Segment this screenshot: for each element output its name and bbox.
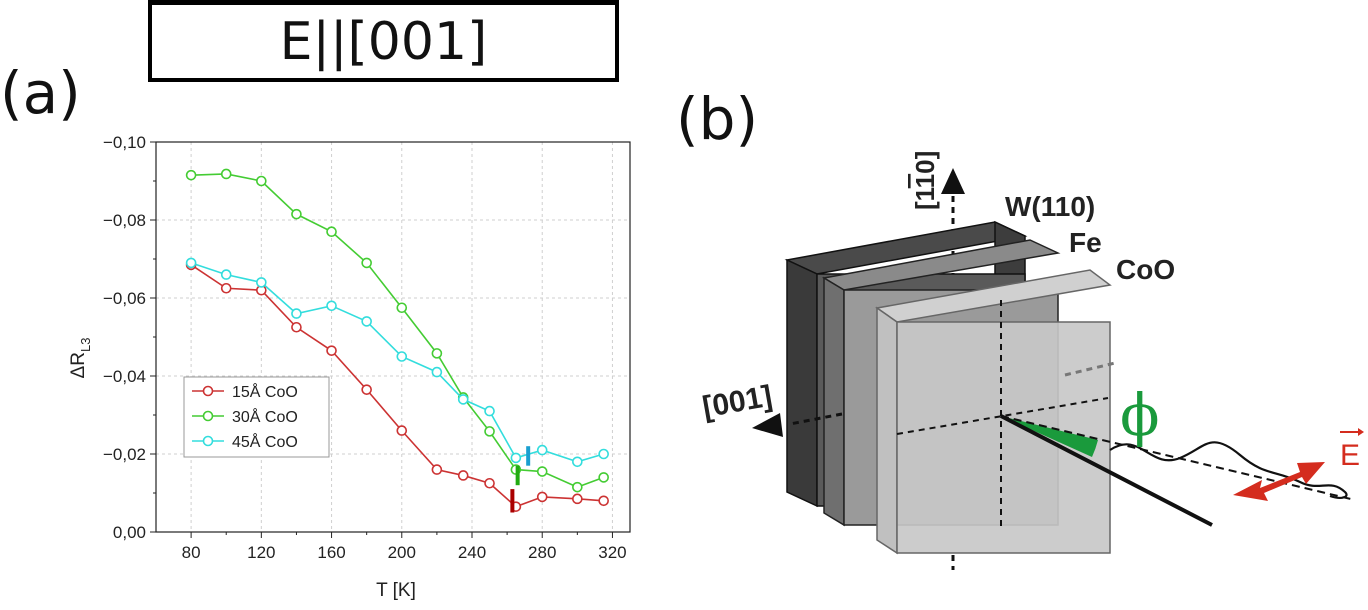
- data-point: [431, 366, 443, 378]
- data-point: [326, 300, 337, 312]
- x-tick-label: 320: [598, 543, 626, 562]
- legend-label: 45Å CoO: [232, 432, 298, 451]
- series-2: [185, 168, 609, 493]
- data-point: [361, 316, 372, 327]
- y-tick-label: −0,08: [103, 211, 146, 230]
- x-tick-label: 200: [388, 543, 416, 562]
- dashed-reference-line: [1000, 415, 1356, 501]
- data-point: [220, 168, 232, 180]
- data-point: [256, 277, 267, 288]
- transition-marker: [510, 489, 515, 513]
- series-1: [185, 259, 609, 512]
- orientation-title: E||[001]: [279, 11, 488, 72]
- y-tick-label: 0,00: [113, 523, 146, 542]
- data-point: [536, 444, 548, 456]
- data-point: [220, 269, 232, 280]
- data-point: [484, 405, 495, 417]
- series-3: [185, 257, 609, 468]
- x-tick-label: 80: [182, 543, 201, 562]
- chart-series: [185, 168, 609, 512]
- data-point: [598, 495, 609, 507]
- legend-swatch-marker: [202, 410, 214, 422]
- data-point: [361, 384, 372, 395]
- y-axis-label-sub: L3: [78, 338, 93, 352]
- transition-marker: [526, 446, 531, 466]
- data-point: [536, 491, 548, 503]
- phi-angle-wedge: [1001, 416, 1098, 457]
- data-point: [510, 452, 522, 464]
- data-point: [572, 493, 583, 505]
- legend-swatch-marker: [202, 435, 214, 447]
- x-tick-label: 280: [528, 543, 556, 562]
- horizontal-axis-back: [789, 412, 843, 426]
- panel-b-label: (b): [676, 85, 759, 153]
- transition-marker: [515, 465, 520, 486]
- polarized-wave: [1109, 441, 1348, 499]
- data-point: [291, 321, 302, 333]
- data-point: [396, 302, 408, 314]
- horizontal-axis-outer: [1064, 361, 1116, 377]
- data-point: [291, 308, 302, 319]
- axis-label-001: [001]: [700, 380, 775, 425]
- svg-text:[110]: [110]: [910, 151, 940, 210]
- y-tick-label: −0,04: [103, 367, 146, 386]
- y-tick-label: −0,02: [103, 445, 146, 464]
- legend: 15Å CoO 30Å CoO 45Å CoO: [183, 376, 330, 458]
- y-axis-label: ΔRL3: [68, 338, 93, 379]
- e-field-double-arrow: [1233, 462, 1325, 501]
- data-point: [431, 464, 443, 475]
- e-field-symbol: E: [1340, 439, 1360, 472]
- data-point: [598, 472, 609, 483]
- data-point: [484, 426, 495, 437]
- chart-grid: [156, 142, 630, 532]
- y-tick-label: −0,06: [103, 289, 146, 308]
- orientation-title-box: E||[001]: [148, 0, 619, 82]
- e-field-vector-tip: [1358, 428, 1364, 436]
- legend-label: 15Å CoO: [232, 382, 298, 401]
- horizontal-axis-front: [896, 397, 1109, 435]
- data-point: [220, 282, 232, 294]
- data-point: [326, 345, 337, 356]
- data-point: [484, 477, 495, 489]
- layer-label-fe: Fe: [1069, 227, 1102, 258]
- data-point: [185, 169, 197, 181]
- incident-beam-line: [1000, 414, 1213, 527]
- x-axis-label: T [K]: [376, 580, 416, 601]
- data-point: [572, 481, 583, 493]
- vertical-axis-arrowhead: [941, 168, 965, 194]
- data-point: [457, 470, 469, 481]
- data-point: [256, 175, 267, 187]
- data-point: [598, 448, 609, 460]
- panel-a-label: (a): [0, 59, 81, 127]
- layer-label-w110: W(110): [1005, 191, 1095, 222]
- data-point: [396, 351, 408, 362]
- x-tick-label: 160: [317, 543, 345, 562]
- data-point: [291, 208, 302, 220]
- data-point: [326, 226, 337, 237]
- chart-ticks: 80 120 160 200 240 280 320 0,00 −0,02 −0,04 −0,06 −…: [103, 133, 627, 562]
- data-point: [457, 394, 469, 405]
- svg-text:ΔRL3: ΔRL3: [68, 338, 93, 379]
- data-point: [572, 456, 583, 468]
- phi-symbol: ϕ: [1120, 381, 1160, 449]
- data-point: [361, 257, 372, 269]
- axis-label-1-10: [110]: [910, 151, 940, 210]
- data-point: [185, 257, 197, 269]
- coo-layer: [875, 269, 1112, 555]
- transition-markers: [510, 446, 531, 513]
- legend-label: 30Å CoO: [232, 407, 298, 426]
- legend-swatch-marker: [202, 385, 214, 397]
- x-tick-label: 120: [247, 543, 275, 562]
- data-point: [536, 466, 548, 477]
- x-tick-label: 240: [458, 543, 486, 562]
- data-point: [396, 425, 408, 436]
- layer-label-coo: CoO: [1116, 254, 1175, 285]
- y-axis-label-main: ΔR: [68, 352, 89, 378]
- data-point: [431, 348, 443, 359]
- y-tick-label: −0,10: [103, 133, 146, 152]
- horizontal-axis-arrowhead: [752, 413, 783, 437]
